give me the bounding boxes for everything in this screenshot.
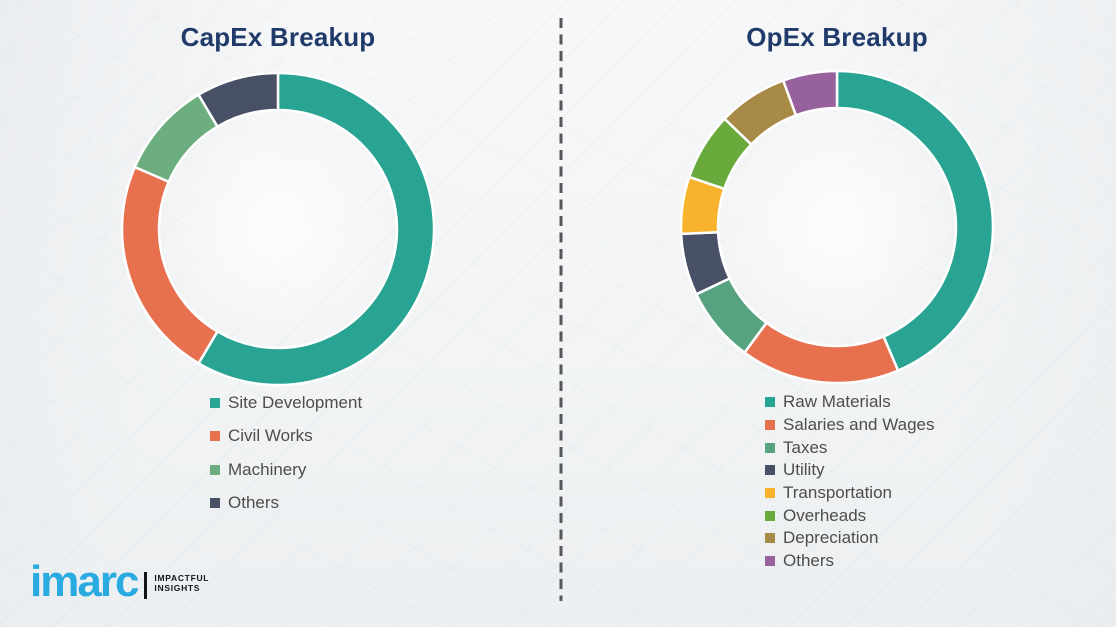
legend-label: Overheads — [783, 505, 867, 525]
legend-swatch — [765, 397, 775, 408]
capex-legend: Site Development Civil Works Machinery Othe… — [210, 386, 362, 520]
imarc-logo: imarc IMPACTFUL INSIGHTS — [30, 557, 210, 606]
legend-swatch — [765, 442, 775, 453]
legend-label: Transportation — [783, 483, 892, 503]
donut-segment-salaries-and-wages — [742, 321, 900, 385]
donut-segment-raw-materials — [835, 69, 995, 373]
legend-swatch — [765, 465, 775, 476]
opex-legend: Raw Materials Salaries and Wages Taxes Util… — [765, 391, 935, 573]
legend-label: Civil Works — [228, 426, 313, 446]
logo-tagline-line1: IMPACTFUL — [154, 573, 210, 583]
logo-tagline: IMPACTFUL INSIGHTS — [154, 573, 210, 593]
donut-segment-civil-works — [120, 165, 220, 365]
legend-label: Site Development — [228, 392, 363, 412]
legend-item-others: Others — [210, 487, 362, 521]
legend-item-others: Others — [765, 550, 935, 573]
legend-swatch — [765, 556, 775, 567]
legend-item-civil-works: Civil Works — [210, 420, 362, 454]
legend-label: Salaries and Wages — [783, 415, 935, 435]
logo-tagline-line2: INSIGHTS — [154, 582, 201, 593]
legend-item-overheads: Overheads — [765, 504, 935, 527]
legend-label: Depreciation — [783, 528, 879, 548]
legend-label: Others — [228, 493, 280, 513]
opex-chart-title: OpEx Breakup — [746, 22, 928, 52]
legend-swatch — [765, 510, 775, 521]
legend-item-machinery: Machinery — [210, 453, 362, 487]
legend-item-transportation: Transportation — [765, 482, 935, 505]
legend-swatch — [210, 431, 220, 442]
legend-item-salaries-and-wages: Salaries and Wages — [765, 414, 935, 437]
donut-segment-others — [781, 69, 839, 117]
legend-item-utility: Utility — [765, 459, 935, 482]
legend-swatch — [210, 397, 220, 408]
legend-item-site-development: Site Development — [210, 386, 362, 420]
legend-swatch — [210, 464, 220, 475]
legend-item-taxes: Taxes — [765, 436, 935, 459]
opex-donut-chart — [679, 69, 995, 385]
legend-label: Utility — [783, 460, 825, 480]
donut-segment-site-development — [196, 71, 436, 387]
dashed-divider-line — [559, 18, 563, 601]
donut-segment-others — [196, 71, 280, 129]
legend-swatch — [210, 498, 220, 509]
legend-label: Raw Materials — [783, 392, 891, 412]
legend-label: Machinery — [228, 459, 307, 479]
imarc-logo-wordmark: imarc — [30, 557, 139, 606]
legend-label: Others — [783, 551, 835, 571]
capex-chart-title: CapEx Breakup — [180, 22, 376, 52]
legend-swatch — [765, 488, 775, 499]
legend-item-depreciation: Depreciation — [765, 527, 935, 550]
legend-label: Taxes — [783, 437, 828, 457]
logo-divider-bar — [144, 572, 148, 599]
capex-donut-chart — [120, 71, 436, 387]
legend-swatch — [765, 420, 775, 431]
legend-swatch — [765, 533, 775, 544]
legend-item-raw-materials: Raw Materials — [765, 391, 935, 414]
